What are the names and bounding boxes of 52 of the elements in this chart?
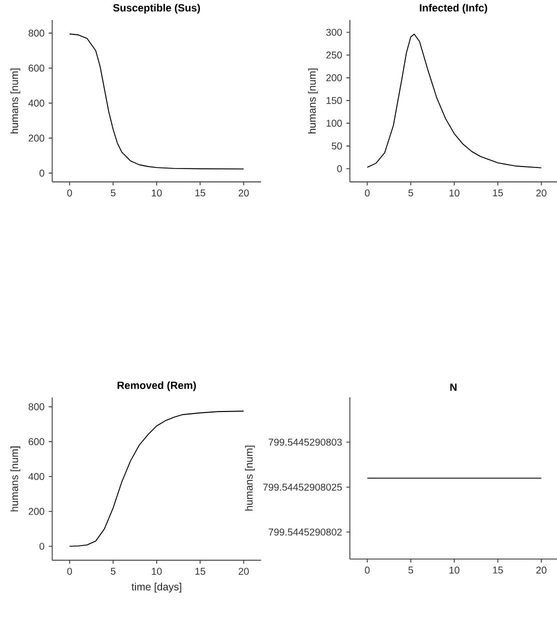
y-axis-title: humans [num] bbox=[10, 68, 20, 134]
y-axis-title: humans [num] bbox=[244, 446, 255, 510]
line-series bbox=[68, 410, 244, 547]
x-tick-label: 0 bbox=[364, 566, 370, 574]
x-tick-label: 5 bbox=[110, 189, 116, 196]
y-tick-label: 200 bbox=[326, 74, 342, 82]
x-tick-label: 10 bbox=[152, 568, 162, 575]
y-tick-label: 800 bbox=[28, 403, 44, 410]
x-tick-label: 20 bbox=[536, 566, 546, 574]
y-axis-title: humans [num] bbox=[10, 446, 20, 512]
x-tick-label: 5 bbox=[408, 189, 413, 196]
x-tick-label: 5 bbox=[408, 566, 413, 574]
y-tick-label: 250 bbox=[326, 52, 342, 59]
y-tick-label: 0 bbox=[39, 170, 44, 177]
y-tick-label: 50 bbox=[331, 142, 342, 150]
y-tick-label: 150 bbox=[326, 97, 342, 104]
line-series bbox=[366, 34, 542, 168]
y-tick-label: 300 bbox=[326, 28, 342, 36]
x-tick-label: 20 bbox=[238, 568, 249, 575]
y-tick-label: 600 bbox=[28, 64, 44, 72]
x-tick-label: 10 bbox=[449, 189, 460, 196]
x-tick-label: 15 bbox=[195, 568, 206, 575]
y-tick-label: 800 bbox=[28, 30, 44, 37]
chart-title: N bbox=[450, 384, 456, 391]
x-tick-label: 5 bbox=[110, 568, 116, 575]
chart-title: Removed (Rem) bbox=[117, 381, 196, 392]
y-axis-title: humans [num] bbox=[308, 68, 318, 134]
y-tick-label: 0 bbox=[39, 542, 44, 550]
x-tick-label: 10 bbox=[152, 189, 162, 196]
y-tick-label: 200 bbox=[28, 508, 44, 515]
x-tick-label: 15 bbox=[492, 566, 503, 574]
y-tick-label: 0 bbox=[336, 165, 342, 172]
y-tick-label: 799.5445290802 bbox=[268, 528, 342, 536]
y-tick-label: 200 bbox=[28, 134, 44, 142]
y-tick-label: 799.54452908025 bbox=[263, 484, 342, 491]
x-tick-label: 15 bbox=[195, 189, 206, 196]
x-axis-title: time [days] bbox=[131, 582, 181, 593]
chart-title: Infected (Infc) bbox=[420, 4, 487, 14]
y-tick-label: 799.5445290803 bbox=[268, 438, 342, 446]
y-tick-label: 600 bbox=[28, 438, 44, 446]
line-series bbox=[68, 34, 244, 170]
y-tick-label: 400 bbox=[28, 100, 44, 107]
y-tick-label: 100 bbox=[326, 120, 342, 127]
x-tick-label: 0 bbox=[67, 189, 72, 196]
y-tick-label: 400 bbox=[28, 473, 44, 480]
x-tick-label: 20 bbox=[536, 189, 546, 196]
chart-title: Susceptible (Sus) bbox=[112, 4, 200, 14]
x-tick-label: 0 bbox=[67, 568, 72, 575]
x-tick-label: 0 bbox=[364, 189, 370, 196]
x-tick-label: 15 bbox=[492, 189, 503, 196]
x-tick-label: 20 bbox=[238, 189, 249, 196]
x-tick-label: 10 bbox=[449, 566, 460, 574]
